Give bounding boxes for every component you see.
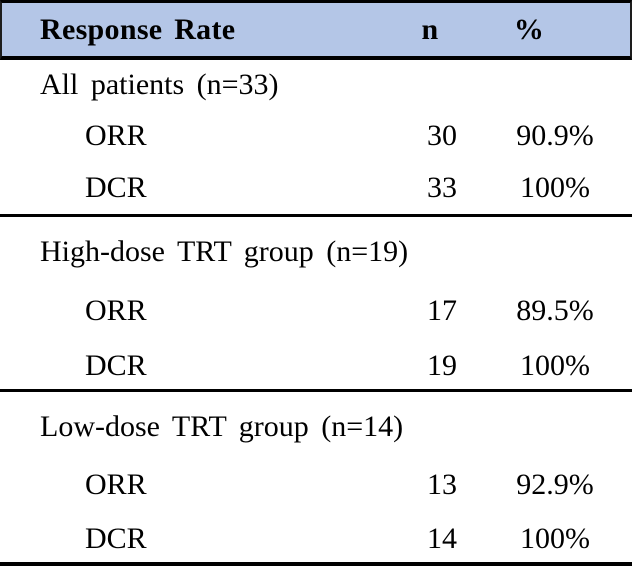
- metric-label: DCR: [85, 348, 147, 382]
- n-value: 17: [427, 293, 457, 327]
- section-all-patients: All patients (n=33) ORR 30 90.9% DCR 33 …: [0, 60, 632, 217]
- group-label: Low-dose TRT group (n=14): [40, 410, 404, 443]
- pct-value: 100%: [520, 522, 590, 555]
- table-row: DCR 33 100%: [0, 162, 632, 214]
- group-label: All patients (n=33): [40, 68, 279, 101]
- table-row: DCR 19 100%: [0, 334, 632, 389]
- group-header-row: Low-dose TRT group (n=14): [0, 392, 632, 454]
- table-row: ORR 30 90.9%: [0, 110, 632, 162]
- header-n: n: [421, 12, 439, 46]
- header-percent: %: [513, 12, 545, 46]
- table-row: ORR 17 89.5%: [0, 279, 632, 334]
- metric-label: ORR: [85, 119, 147, 152]
- metric-label: DCR: [85, 171, 147, 204]
- header-response-rate: Response Rate: [40, 12, 236, 46]
- n-value: 30: [427, 119, 457, 152]
- table-row: ORR 13 92.9%: [0, 454, 632, 508]
- n-value: 14: [427, 522, 457, 555]
- n-value: 33: [427, 171, 457, 204]
- metric-label: ORR: [85, 468, 147, 501]
- n-value: 19: [427, 348, 457, 382]
- metric-label: DCR: [85, 522, 147, 555]
- metric-label: ORR: [85, 293, 147, 327]
- section-high-dose-trt: High-dose TRT group (n=19) ORR 17 89.5% …: [0, 217, 632, 392]
- pct-value: 92.9%: [516, 468, 594, 501]
- group-header-row: All patients (n=33): [0, 60, 632, 110]
- pct-value: 100%: [520, 348, 590, 382]
- section-low-dose-trt: Low-dose TRT group (n=14) ORR 13 92.9% D…: [0, 392, 632, 566]
- group-header-row: High-dose TRT group (n=19): [0, 217, 632, 279]
- pct-value: 100%: [520, 171, 590, 204]
- table-row: DCR 14 100%: [0, 508, 632, 562]
- table-header-row: Response Rate n %: [0, 0, 632, 60]
- pct-value: 90.9%: [516, 119, 594, 152]
- n-value: 13: [427, 468, 457, 501]
- pct-value: 89.5%: [516, 293, 594, 327]
- group-label: High-dose TRT group (n=19): [40, 235, 409, 268]
